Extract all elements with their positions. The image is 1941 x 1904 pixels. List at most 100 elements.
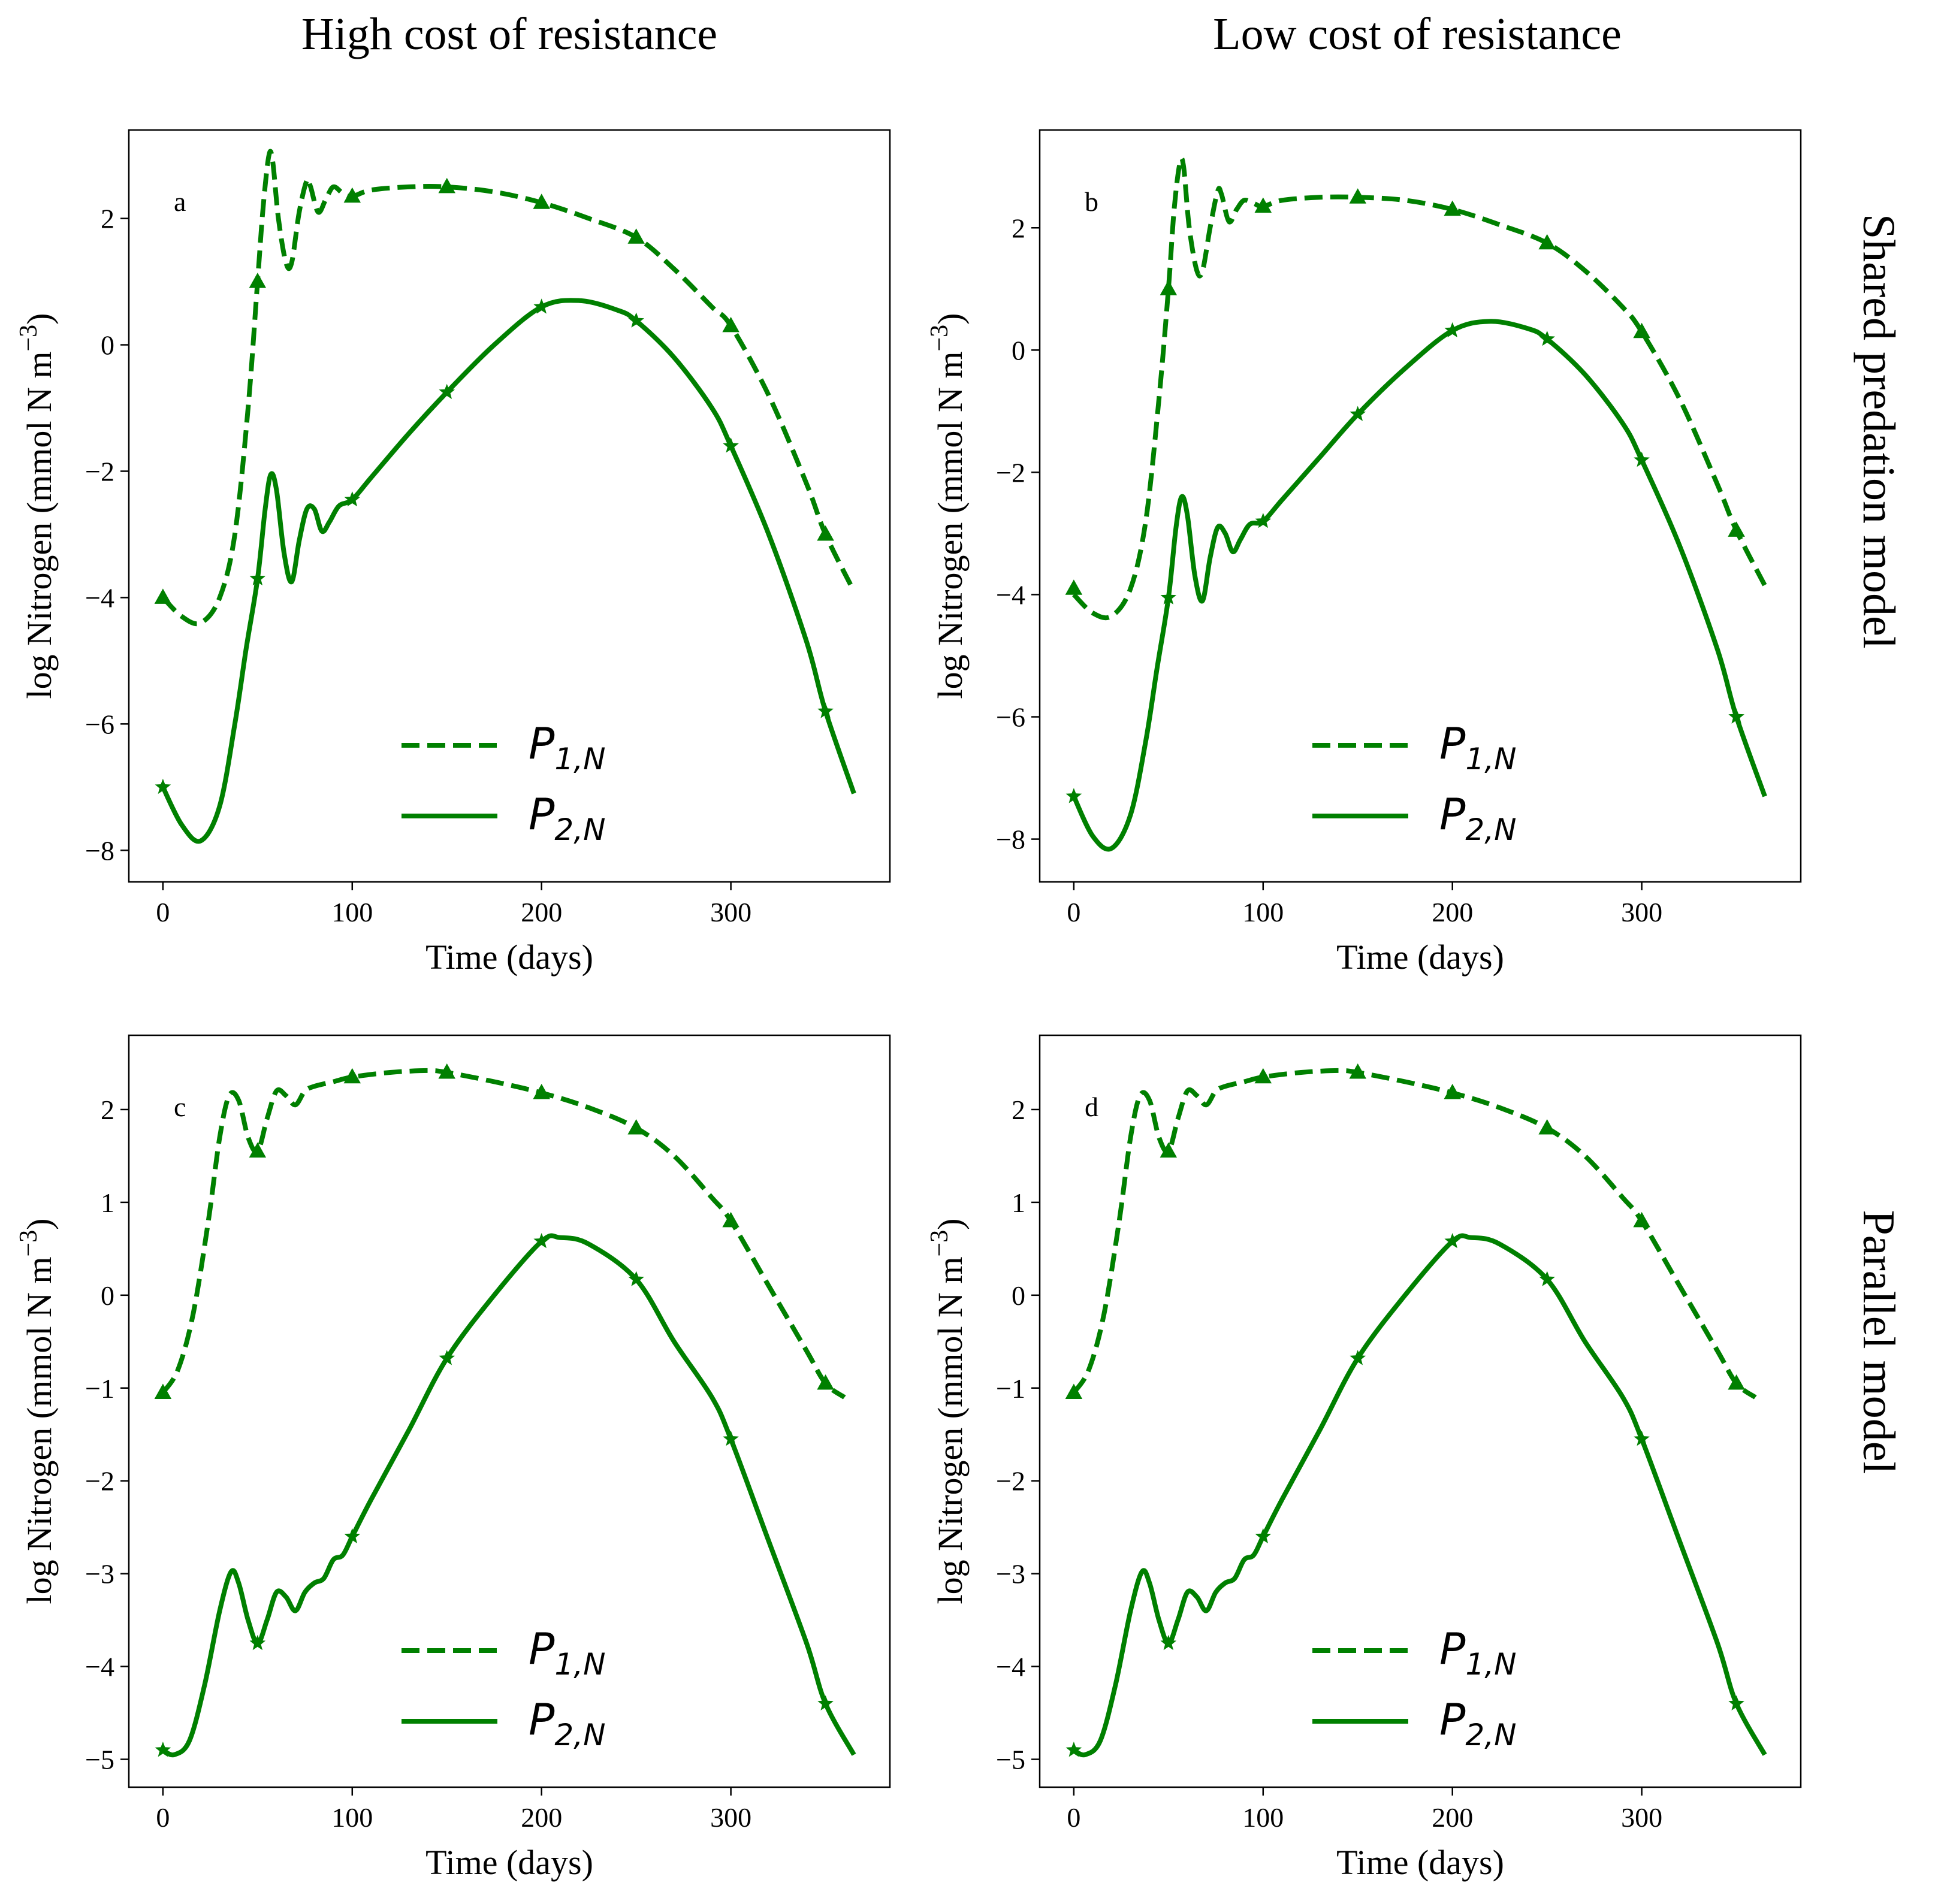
x-tick-label: 300	[710, 1802, 751, 1833]
marker-triangle	[1728, 521, 1745, 537]
column-title-low-cost: Low cost of resistance	[1213, 9, 1622, 59]
x-tick-label: 100	[1242, 1802, 1284, 1833]
axes-frame	[1039, 1034, 1802, 1788]
series-line-2	[1072, 1233, 1767, 1758]
series-line-1	[1072, 156, 1767, 621]
marker-star	[249, 1634, 266, 1651]
marker-star	[344, 1528, 361, 1543]
marker-triangle	[1065, 1383, 1083, 1400]
row-title-parallel: Parallel model	[1854, 1210, 1904, 1474]
marker-triangle	[1160, 280, 1178, 295]
marker-triangle	[343, 187, 361, 203]
marker-star	[1634, 1431, 1650, 1446]
marker-triangle	[438, 177, 455, 194]
x-tick-label: 200	[1432, 1802, 1473, 1833]
marker-triangle	[1538, 234, 1556, 250]
marker-star	[723, 437, 739, 453]
series-line-2	[1071, 319, 1767, 852]
marker-star	[439, 1350, 455, 1365]
marker-triangle	[1349, 1063, 1366, 1079]
panel-a: 0 100 200 300 −8 −6 −4 −2 0 2 Time (days) log Nitro…	[15, 129, 891, 977]
y-tick-label: 1	[101, 1187, 114, 1218]
panel-c: 0 100 200 300 −5 −4 −3 −2 −1 0 1 2 Time (days) log Ni…	[15, 1034, 891, 1882]
legend-label-1: P1,N	[529, 1624, 606, 1682]
y-tick-label: 0	[1012, 335, 1025, 365]
marker-star	[1350, 1350, 1366, 1365]
x-tick-label: 0	[156, 897, 170, 927]
marker-triangle	[533, 194, 550, 209]
marker-triangle	[1254, 197, 1272, 213]
marker-triangle	[627, 1119, 645, 1135]
marker-triangle	[533, 1084, 550, 1099]
x-tick-label: 0	[1067, 897, 1080, 927]
marker-triangle	[1633, 322, 1650, 339]
column-title-high-cost: High cost of resistance	[301, 9, 717, 59]
marker-triangle	[154, 588, 172, 604]
series-line-2	[161, 1233, 856, 1758]
marker-star	[1444, 1233, 1460, 1249]
y-tick-label: −4	[996, 1652, 1025, 1682]
y-tick-label: 2	[1012, 1095, 1025, 1125]
marker-triangle	[1065, 579, 1083, 595]
marker-triangle	[1728, 1374, 1745, 1390]
plot-area	[154, 149, 856, 844]
marker-star	[533, 1233, 550, 1249]
marker-star	[817, 1695, 834, 1710]
marker-triangle	[1160, 1142, 1178, 1158]
y-tick-label: −5	[996, 1745, 1025, 1775]
y-axis-label: log Nitrogen (mmol N m−3)	[15, 313, 59, 699]
marker-triangle	[817, 525, 834, 541]
marker-star	[1634, 452, 1650, 467]
marker-triangle	[1349, 188, 1366, 204]
plot-area	[154, 1063, 856, 1758]
marker-star	[1160, 1634, 1177, 1651]
marker-star	[533, 298, 550, 314]
marker-triangle	[438, 1063, 455, 1079]
y-tick-label: −8	[996, 824, 1025, 855]
y-tick-label: −6	[996, 702, 1025, 733]
x-axis-label: Time (days)	[1336, 938, 1504, 977]
marker-star	[1160, 589, 1177, 605]
marker-triangle	[1633, 1211, 1650, 1228]
marker-star	[344, 491, 361, 507]
marker-triangle	[154, 1383, 172, 1400]
marker-triangle	[1538, 1119, 1556, 1135]
marker-triangle	[249, 1142, 267, 1158]
y-tick-label: −4	[85, 1652, 114, 1682]
y-tick-label: −2	[996, 1466, 1025, 1497]
marker-star	[1350, 406, 1366, 421]
x-tick-label: 300	[710, 897, 751, 927]
x-tick-label: 100	[1242, 897, 1284, 927]
y-axis-label: log Nitrogen (mmol N m−3)	[926, 1219, 970, 1604]
y-tick-label: −2	[85, 456, 114, 486]
row-title-shared-predation: Shared predation model	[1854, 214, 1904, 649]
panel-b: 0 100 200 300 −8 −6 −4 −2 0 2 Time (days) log Nitro…	[926, 129, 1802, 977]
marker-star	[628, 312, 644, 328]
marker-star	[1065, 788, 1082, 803]
y-tick-label: −2	[996, 457, 1025, 488]
axes-frame	[1039, 129, 1802, 883]
marker-star	[155, 1742, 171, 1757]
marker-star	[1255, 1528, 1272, 1543]
x-tick-label: 0	[1067, 1802, 1080, 1833]
y-axis-label: log Nitrogen (mmol N m−3)	[15, 1219, 59, 1604]
marker-star	[1539, 1271, 1555, 1286]
marker-star	[155, 778, 171, 794]
y-tick-label: −3	[996, 1559, 1025, 1589]
x-axis-label: Time (days)	[425, 1843, 593, 1882]
y-axis-label: log Nitrogen (mmol N m−3)	[926, 313, 970, 699]
x-tick-label: 100	[331, 897, 373, 927]
x-tick-label: 300	[1621, 897, 1662, 927]
y-tick-label: 1	[1012, 1187, 1025, 1218]
panel-label: b	[1085, 186, 1098, 217]
y-tick-label: −8	[85, 835, 114, 866]
x-axis-label: Time (days)	[425, 938, 593, 977]
legend-label-2: P2,N	[529, 1694, 606, 1752]
marker-star	[1444, 322, 1460, 337]
y-tick-label: −1	[85, 1373, 114, 1404]
x-tick-label: 0	[156, 1802, 170, 1833]
y-tick-label: −6	[85, 709, 114, 739]
marker-triangle	[817, 1374, 834, 1390]
panel-label: d	[1085, 1092, 1098, 1122]
